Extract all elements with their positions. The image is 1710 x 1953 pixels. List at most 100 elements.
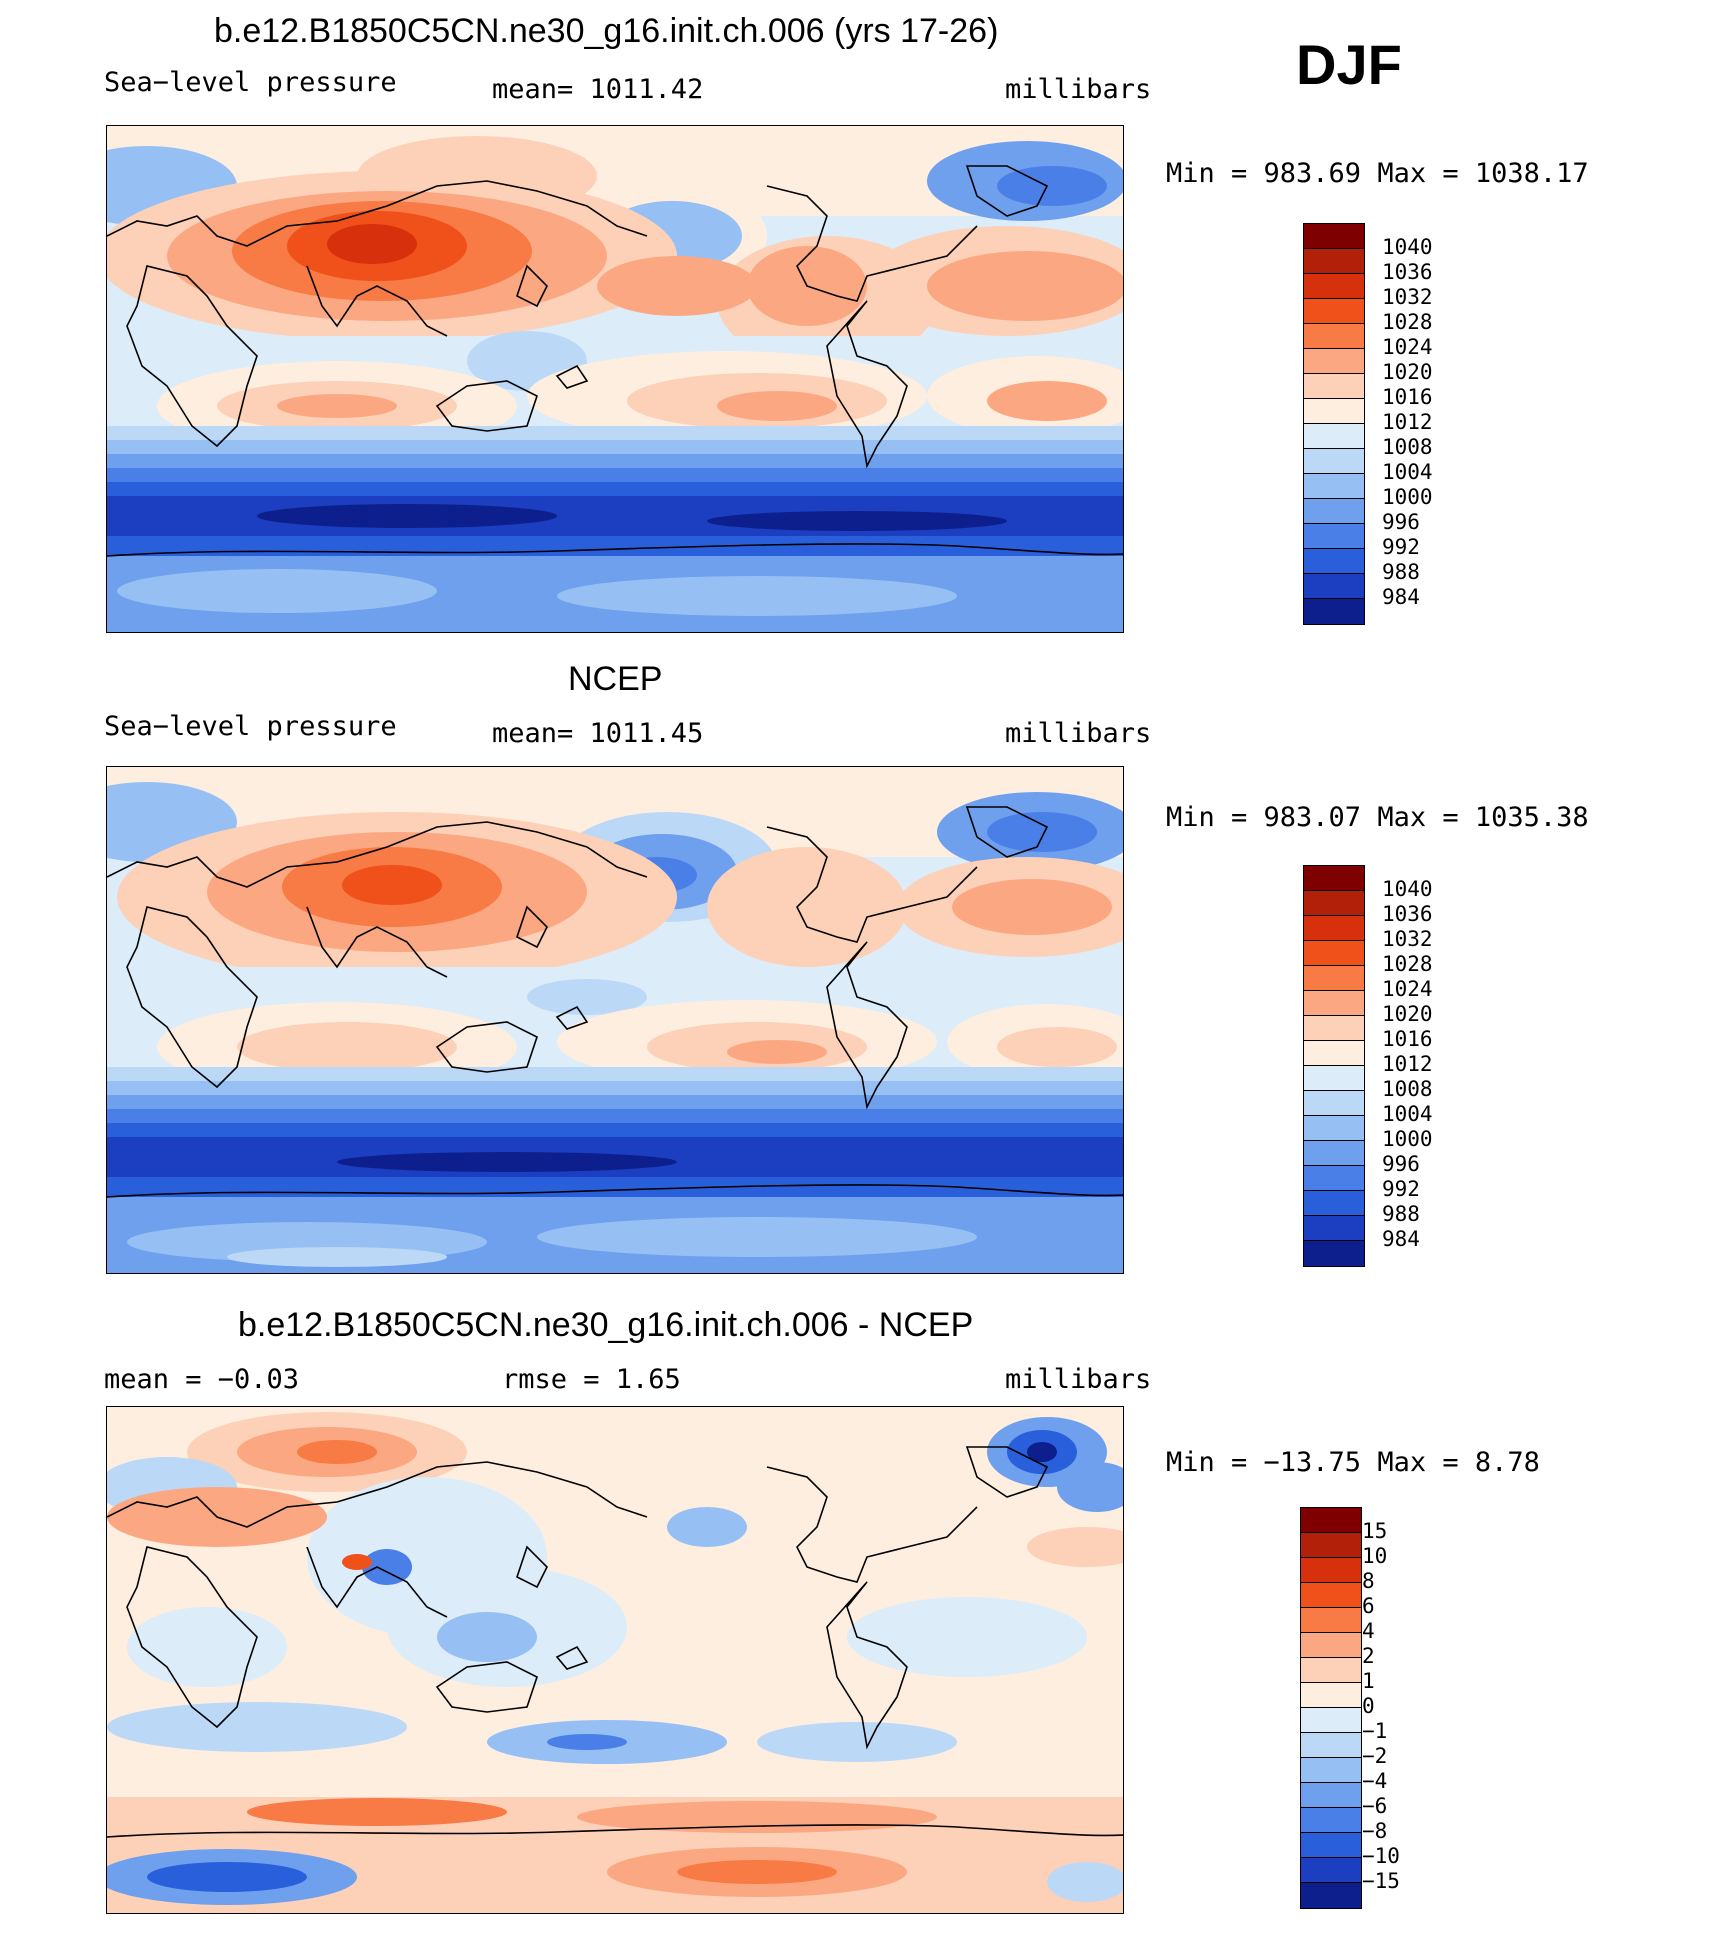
colorbar-swatch <box>1301 1658 1361 1683</box>
colorbar-difference-tick-label: 15 <box>1362 1519 1388 1543</box>
colorbar-swatch <box>1304 891 1364 916</box>
colorbar-swatch <box>1301 1833 1361 1858</box>
colorbar-swatch <box>1304 449 1364 474</box>
colorbar-swatch <box>1304 866 1364 891</box>
colorbar-swatch <box>1301 1558 1361 1583</box>
colorbar-swatch <box>1301 1533 1361 1558</box>
panel1-title: b.e12.B1850C5CN.ne30_g16.init.ch.006 (yr… <box>214 12 999 50</box>
colorbar-difference-tick-label: −15 <box>1362 1869 1400 1893</box>
colorbar-ncep-tick-label: 1028 <box>1382 952 1433 976</box>
map-difference-slp <box>106 1406 1124 1914</box>
colorbar-model-tick-label: 988 <box>1382 560 1420 584</box>
colorbar-swatch <box>1304 991 1364 1016</box>
colorbar-difference-tick-label: −1 <box>1362 1719 1388 1743</box>
panel1-variable-label: Sea−level pressure <box>104 67 397 98</box>
colorbar-swatch <box>1304 274 1364 299</box>
panel3-units-label: millibars <box>1005 1364 1152 1395</box>
colorbar-model-tick-label: 1036 <box>1382 260 1433 284</box>
colorbar-swatch <box>1304 599 1364 624</box>
colorbar-ncep-tick-label: 1016 <box>1382 1027 1433 1051</box>
colorbar-swatch <box>1301 1883 1361 1908</box>
colorbar-difference-tick-label: 2 <box>1362 1644 1375 1668</box>
colorbar-ncep-tick-label: 996 <box>1382 1152 1420 1176</box>
colorbar-swatch <box>1301 1758 1361 1783</box>
panel2-mean-label: mean= 1011.45 <box>492 718 704 749</box>
panel3-title: b.e12.B1850C5CN.ne30_g16.init.ch.006 - N… <box>238 1306 974 1344</box>
colorbar-ncep-tick-label: 1012 <box>1382 1052 1433 1076</box>
colorbar-swatch <box>1304 474 1364 499</box>
colorbar-ncep-tick-label: 1004 <box>1382 1102 1433 1126</box>
panel1-units-label: millibars <box>1005 74 1152 105</box>
colorbar-ncep-tick-label: 988 <box>1382 1202 1420 1226</box>
panel2-minmax: Min = 983.07 Max = 1035.38 <box>1166 802 1589 833</box>
colorbar-swatch <box>1304 324 1364 349</box>
colorbar-model-tick-label: 1016 <box>1382 385 1433 409</box>
colorbar-swatch <box>1301 1683 1361 1708</box>
colorbar-model-tick-label: 984 <box>1382 585 1420 609</box>
colorbar-difference <box>1300 1507 1362 1909</box>
panel3-minmax: Min = −13.75 Max = 8.78 <box>1166 1447 1540 1478</box>
panel2-title: NCEP <box>568 660 663 698</box>
colorbar-swatch <box>1301 1508 1361 1533</box>
colorbar-model <box>1303 223 1365 625</box>
map-model-slp <box>106 125 1124 633</box>
colorbar-swatch <box>1304 1116 1364 1141</box>
colorbar-difference-tick-label: 10 <box>1362 1544 1388 1568</box>
colorbar-swatch <box>1304 249 1364 274</box>
colorbar-model-tick-label: 1012 <box>1382 410 1433 434</box>
colorbar-swatch <box>1301 1608 1361 1633</box>
colorbar-model-tick-label: 1024 <box>1382 335 1433 359</box>
panel2-units-label: millibars <box>1005 718 1152 749</box>
colorbar-swatch <box>1304 1066 1364 1091</box>
colorbar-swatch <box>1304 1141 1364 1166</box>
panel3-mean-label: mean = −0.03 <box>104 1364 300 1395</box>
colorbar-ncep-tick-label: 1036 <box>1382 902 1433 926</box>
colorbar-model-tick-label: 1032 <box>1382 285 1433 309</box>
colorbar-difference-tick-label: 4 <box>1362 1619 1375 1643</box>
colorbar-difference-tick-label: −2 <box>1362 1744 1388 1768</box>
colorbar-swatch <box>1304 224 1364 249</box>
colorbar-ncep-tick-label: 1040 <box>1382 877 1433 901</box>
colorbar-swatch <box>1301 1783 1361 1808</box>
colorbar-difference-tick-label: −10 <box>1362 1844 1400 1868</box>
colorbar-swatch <box>1304 549 1364 574</box>
colorbar-swatch <box>1304 399 1364 424</box>
colorbar-difference-tick-label: −8 <box>1362 1819 1388 1843</box>
colorbar-swatch <box>1304 966 1364 991</box>
colorbar-ncep-tick-label: 1000 <box>1382 1127 1433 1151</box>
colorbar-difference-tick-label: 6 <box>1362 1594 1375 1618</box>
colorbar-model-tick-label: 996 <box>1382 510 1420 534</box>
colorbar-swatch <box>1304 1041 1364 1066</box>
colorbar-ncep-tick-label: 984 <box>1382 1227 1420 1251</box>
panel3-rmse-label: rmse = 1.65 <box>502 1364 681 1395</box>
colorbar-ncep-tick-label: 1020 <box>1382 1002 1433 1026</box>
colorbar-swatch <box>1304 1166 1364 1191</box>
colorbar-model-tick-label: 992 <box>1382 535 1420 559</box>
colorbar-difference-tick-label: −4 <box>1362 1769 1388 1793</box>
map-ncep-slp <box>106 766 1124 1274</box>
colorbar-swatch <box>1304 424 1364 449</box>
colorbar-swatch <box>1301 1708 1361 1733</box>
colorbar-ncep-tick-label: 992 <box>1382 1177 1420 1201</box>
panel1-minmax: Min = 983.69 Max = 1038.17 <box>1166 158 1589 189</box>
colorbar-swatch <box>1301 1583 1361 1608</box>
colorbar-swatch <box>1304 1016 1364 1041</box>
colorbar-swatch <box>1301 1808 1361 1833</box>
colorbar-model-tick-label: 1000 <box>1382 485 1433 509</box>
colorbar-model-tick-label: 1020 <box>1382 360 1433 384</box>
colorbar-swatch <box>1304 1241 1364 1266</box>
colorbar-swatch <box>1304 349 1364 374</box>
colorbar-difference-tick-label: −6 <box>1362 1794 1388 1818</box>
colorbar-ncep-tick-label: 1032 <box>1382 927 1433 951</box>
colorbar-difference-tick-label: 0 <box>1362 1694 1375 1718</box>
colorbar-swatch <box>1301 1858 1361 1883</box>
colorbar-swatch <box>1301 1733 1361 1758</box>
colorbar-swatch <box>1304 374 1364 399</box>
colorbar-swatch <box>1301 1633 1361 1658</box>
colorbar-difference-tick-label: 8 <box>1362 1569 1375 1593</box>
colorbar-swatch <box>1304 916 1364 941</box>
colorbar-difference-tick-label: 1 <box>1362 1669 1375 1693</box>
colorbar-swatch <box>1304 1216 1364 1241</box>
colorbar-swatch <box>1304 499 1364 524</box>
colorbar-swatch <box>1304 1091 1364 1116</box>
